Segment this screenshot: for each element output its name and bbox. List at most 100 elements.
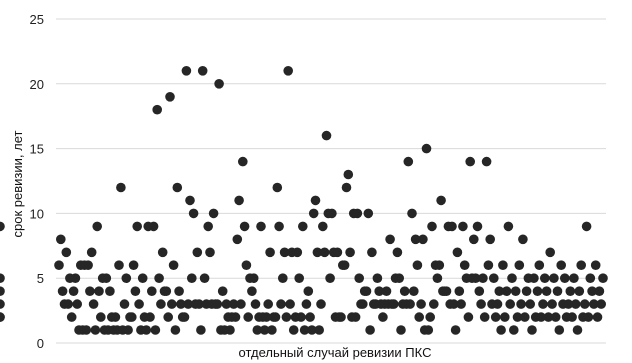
data-point	[503, 221, 514, 232]
y-tick-label: 10	[30, 206, 44, 221]
data-point	[392, 247, 403, 258]
data-point	[296, 312, 306, 322]
data-point	[234, 195, 244, 206]
data-point	[66, 312, 77, 322]
data-point	[545, 247, 555, 258]
data-point	[285, 299, 295, 309]
data-point	[389, 299, 399, 309]
data-point	[434, 260, 445, 271]
data-point	[165, 92, 175, 102]
data-point	[581, 221, 592, 232]
data-point	[132, 221, 142, 232]
data-point	[316, 299, 326, 309]
data-point	[145, 312, 155, 322]
data-point	[57, 286, 68, 297]
data-point	[312, 247, 323, 258]
y-tick-label: 5	[37, 271, 44, 286]
data-point	[0, 221, 5, 232]
data-point	[278, 273, 288, 284]
data-point	[343, 169, 354, 180]
data-point	[187, 273, 197, 284]
y-tick-label: 15	[30, 142, 44, 157]
data-point	[121, 273, 132, 284]
x-axis-label: отдельный случай ревизии ПКС	[239, 345, 432, 360]
data-point	[507, 273, 517, 284]
data-point	[167, 299, 177, 309]
data-point	[485, 234, 496, 245]
data-point	[232, 234, 243, 245]
data-point	[527, 325, 537, 335]
data-point	[505, 299, 515, 309]
data-point	[512, 312, 523, 322]
data-point	[259, 325, 270, 335]
data-point	[596, 299, 606, 309]
data-point	[176, 299, 186, 309]
data-point	[0, 299, 5, 309]
data-point	[416, 299, 426, 309]
data-point	[72, 299, 82, 309]
data-point	[572, 325, 583, 335]
data-point	[319, 247, 330, 258]
data-point	[554, 325, 565, 335]
data-point	[521, 286, 532, 297]
data-point	[54, 260, 64, 271]
data-point	[474, 286, 485, 297]
data-point	[534, 260, 545, 271]
data-point	[589, 299, 599, 309]
data-point	[194, 299, 204, 309]
data-point	[514, 260, 525, 271]
data-point	[498, 260, 508, 271]
data-point	[336, 312, 346, 322]
data-point	[394, 273, 405, 284]
data-point	[179, 312, 190, 322]
data-point	[267, 325, 277, 335]
data-point	[252, 325, 263, 335]
data-point	[314, 325, 325, 335]
data-point	[205, 247, 215, 258]
data-point	[510, 286, 521, 297]
data-point	[483, 260, 494, 271]
data-point	[556, 260, 566, 271]
data-point	[88, 299, 99, 309]
data-point	[454, 286, 465, 297]
data-point	[456, 299, 466, 309]
data-point	[157, 247, 168, 258]
data-point	[56, 234, 66, 245]
data-point	[399, 286, 410, 297]
data-point	[288, 325, 299, 335]
data-point	[318, 221, 328, 232]
data-point	[378, 312, 388, 322]
data-point	[476, 299, 486, 309]
data-point	[208, 208, 219, 219]
data-point	[529, 273, 539, 284]
data-point	[574, 286, 585, 297]
data-point	[565, 286, 576, 297]
data-point	[81, 325, 92, 335]
data-point	[463, 312, 474, 322]
data-point	[339, 260, 350, 271]
data-point	[172, 182, 183, 193]
data-point	[230, 312, 241, 322]
data-point	[365, 325, 375, 335]
data-point	[447, 221, 457, 232]
data-point	[490, 312, 501, 322]
data-point	[310, 195, 321, 206]
data-point	[270, 312, 281, 322]
data-point	[492, 299, 503, 309]
data-point	[459, 260, 470, 271]
data-point	[90, 325, 101, 335]
data-point	[0, 286, 5, 296]
data-point	[345, 247, 355, 258]
data-point	[247, 286, 257, 297]
data-point	[212, 299, 223, 309]
data-point	[192, 247, 203, 258]
data-point	[450, 325, 461, 335]
data-point	[567, 312, 577, 322]
data-point	[489, 273, 499, 284]
data-point	[161, 286, 172, 297]
data-point	[367, 247, 377, 258]
data-point	[294, 273, 305, 284]
data-point	[239, 221, 250, 232]
data-point	[272, 182, 283, 193]
